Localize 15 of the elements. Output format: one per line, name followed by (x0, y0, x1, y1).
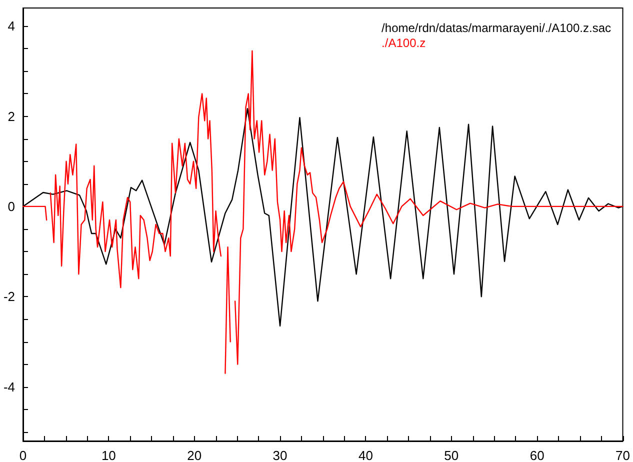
text: /home/rdn/datas/marmarayeni/./A100.z.sac (382, 21, 612, 35)
x-tick-label: 50 (444, 448, 459, 462)
x-tick-label: 0 (19, 448, 27, 462)
text: ./A100.z (382, 36, 426, 50)
x-tick-label: 20 (187, 448, 202, 462)
y-tick-label: -2 (3, 289, 15, 304)
x-tick-label: 10 (101, 448, 116, 462)
x-tick-label: 40 (358, 448, 373, 462)
y-tick-label: 4 (8, 18, 15, 34)
x-tick-label: 70 (616, 448, 630, 462)
y-tick-label: 0 (8, 198, 15, 214)
x-tick-label: 30 (272, 448, 288, 462)
y-tick-label: -4 (3, 379, 15, 394)
x-tick-label: 60 (530, 448, 544, 462)
y-tick-label: 2 (8, 108, 15, 124)
